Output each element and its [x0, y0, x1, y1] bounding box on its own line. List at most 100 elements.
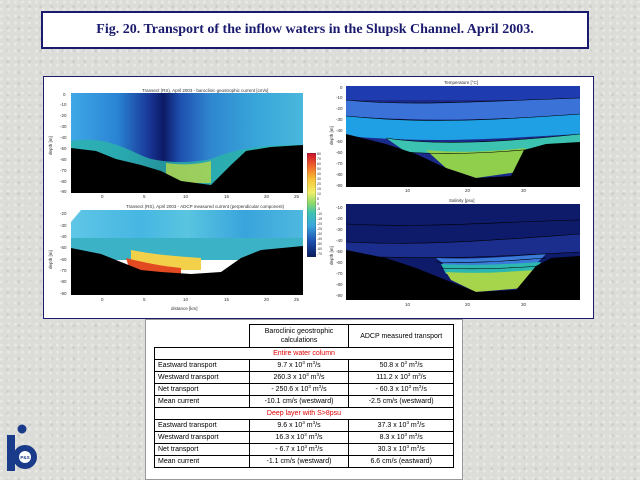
temp-depth-tick: -70: [336, 161, 343, 166]
table-row: Mean current -1.1 cm/s (westward) 6.6 cm/s…: [154, 455, 454, 468]
colorbar-label: -10: [317, 212, 323, 216]
table-row: Eastward transport 9.6 x 103 m3/s 37.3 x 1…: [154, 419, 454, 432]
logo-dot: [17, 424, 27, 434]
temp-depth-tick: -90: [336, 183, 343, 188]
geostrophic-value: -1.1 cm/s (westward): [248, 455, 350, 468]
adcp-value: 6.6 cm/s (eastward): [348, 455, 454, 468]
geostrophic-value: 9.6 x 103 m3/s: [248, 419, 350, 432]
table-row: Westward transport 260.3 x 103 m3/s 111.2 …: [154, 371, 454, 384]
temp-depth-tick: -40: [336, 128, 343, 133]
temp-depth-tick: -10: [336, 95, 343, 100]
adcp-dist-tick: 20: [264, 297, 270, 302]
temp-plot-title: Temperature [°C]: [444, 80, 479, 85]
adcp-value: 30.3 x 103 m3/s: [348, 443, 454, 456]
colorbar-label: 5: [317, 197, 319, 201]
sal-depth-tick: -30: [336, 227, 343, 232]
colorbar-label: 0: [317, 202, 319, 206]
adcp-dist-tick: 25: [294, 297, 300, 302]
section-deep-layer: Deep layer with S>8psu: [154, 407, 454, 420]
colorbar-label: -5: [317, 207, 321, 211]
adcp-depth-tick: -40: [60, 234, 67, 239]
adcp-depth-tick: -80: [60, 279, 67, 284]
sal-depth-tick: -60: [336, 260, 343, 265]
colorbar-label: 40: [317, 172, 321, 176]
sal-dist-tick: 30: [521, 302, 527, 307]
adcp-depth-tick: -70: [60, 268, 67, 273]
adcp-current-section: [71, 210, 303, 295]
geo-dist-tick: 15: [224, 194, 230, 199]
sal-depth-tick: -90: [336, 293, 343, 298]
geo-depth-tick: -20: [60, 113, 67, 118]
adcp-depth-tick: -30: [60, 223, 67, 228]
adcp-value: - 60.3 x 103 m3/s: [348, 383, 454, 396]
transport-table-panel: Baroclinic geostrophic calculations ADCP…: [145, 319, 463, 480]
colorbar-label: -60: [317, 247, 323, 251]
geo-depth-tick: -90: [60, 189, 67, 194]
colorbar: [307, 153, 316, 257]
temp-depth-tick: -60: [336, 150, 343, 155]
header-adcp: ADCP measured transport: [348, 324, 454, 348]
colorbar-label: 20: [317, 182, 321, 186]
header-geostrophic: Baroclinic geostrophic calculations: [248, 324, 350, 348]
logo-bar: [7, 435, 15, 471]
geostrophic-value: 9.7 x 103 m3/s: [248, 359, 350, 372]
section-entire-water-column: Entire water column: [154, 347, 454, 360]
colorbar-label: 60: [317, 162, 321, 166]
row-label: Westward transport: [154, 431, 250, 444]
geo-dist-tick: 10: [183, 194, 189, 199]
geo-depth-tick: -30: [60, 124, 67, 129]
temp-dist-tick: 10: [405, 188, 411, 193]
colorbar-label: 70: [317, 157, 321, 161]
sal-depth-tick: -80: [336, 282, 343, 287]
row-label: Eastward transport: [154, 359, 250, 372]
geo-depth-tick: 0: [63, 92, 66, 97]
adcp-depth-tick: -60: [60, 257, 67, 262]
row-label: Net transport: [154, 383, 250, 396]
colorbar-label: 10: [317, 192, 321, 196]
colorbar-label: -15: [317, 217, 323, 221]
geo-depth-tick: -50: [60, 146, 67, 151]
institute-logo: P&S: [7, 424, 37, 471]
temp-depth-tick: -20: [336, 106, 343, 111]
sal-depth-label: depth [m]: [329, 246, 334, 265]
temp-dist-tick: 30: [521, 188, 527, 193]
adcp-depth-label: depth [m]: [48, 250, 53, 269]
geostrophic-value: - 6.7 x 103 m3/s: [248, 443, 350, 456]
sal-depth-tick: -40: [336, 238, 343, 243]
adcp-dist-tick: 10: [183, 297, 189, 302]
sal-depth-tick: -70: [336, 271, 343, 276]
adcp-value: 8.3 x 103 m3/s: [348, 431, 454, 444]
temp-depth-tick: 0: [340, 85, 343, 90]
sal-depth-tick: -10: [336, 205, 343, 210]
figure-title-box: Fig. 20. Transport of the inflow waters …: [41, 11, 589, 49]
sal-dist-tick: 10: [405, 302, 411, 307]
temperature-section: [346, 86, 580, 187]
geo-dist-tick: 0: [101, 194, 104, 199]
geo-depth-tick: -10: [60, 102, 67, 107]
colorbar-label: -30: [317, 232, 323, 236]
row-label: Net transport: [154, 443, 250, 456]
table-row: Mean current -10.1 cm/s (westward) -2.5 cm…: [154, 395, 454, 408]
figure-title: Fig. 20. Transport of the inflow waters …: [96, 22, 534, 37]
logo-ring-inner: [19, 451, 31, 463]
geostrophic-value: 16.3 x 103 m3/s: [248, 431, 350, 444]
colorbar-label: -70: [317, 252, 323, 256]
sal-dist-tick: 20: [465, 302, 471, 307]
colorbar-label: -20: [317, 222, 323, 226]
geostrophic-value: -10.1 cm/s (westward): [248, 395, 350, 408]
colorbar-label: 30: [317, 177, 321, 181]
adcp-value: 37.3 x 103 m3/s: [348, 419, 454, 432]
adcp-depth-tick: -50: [60, 245, 67, 250]
geo-depth-tick: -80: [60, 179, 67, 184]
temp-depth-tick: -80: [336, 172, 343, 177]
geo-current-section: [71, 93, 303, 193]
row-label: Mean current: [154, 395, 250, 408]
adcp-dist-tick: 5: [143, 297, 146, 302]
adcp-dist-tick: 0: [101, 297, 104, 302]
geo-dist-tick: 5: [143, 194, 146, 199]
temp-depth-tick: -30: [336, 117, 343, 122]
sal-depth-tick: -50: [336, 249, 343, 254]
row-label: Westward transport: [154, 371, 250, 384]
adcp-value: 111.2 x 103 m3/s: [348, 371, 454, 384]
geo-dist-tick: 20: [264, 194, 270, 199]
